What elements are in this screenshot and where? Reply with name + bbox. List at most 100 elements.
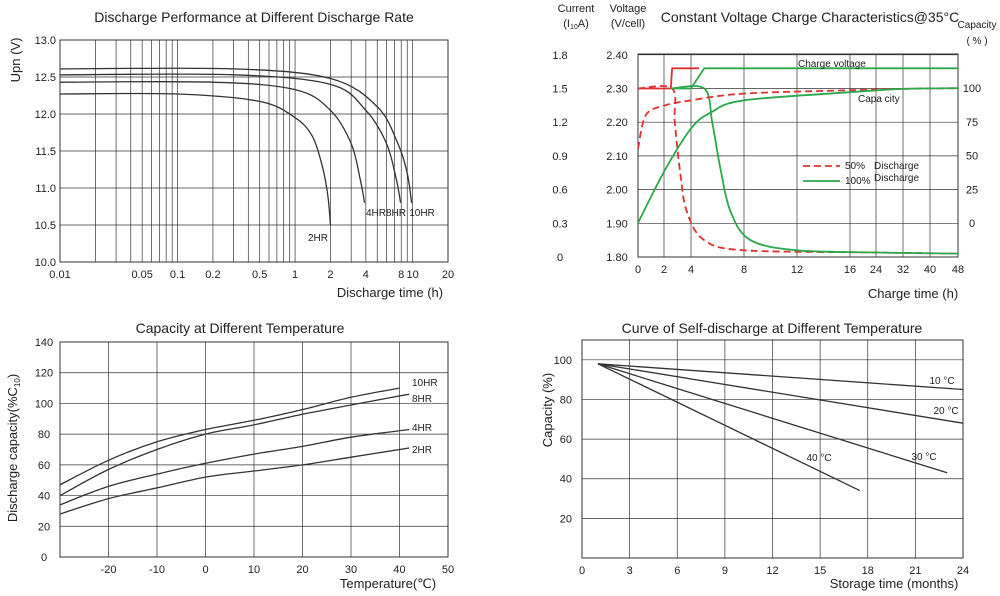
y-tick-label: 40 xyxy=(38,491,50,503)
current-tick-label: 1.5 xyxy=(552,84,567,96)
series-label: 2HR xyxy=(412,445,432,456)
voltage-tick-label: 2.20 xyxy=(606,117,627,129)
annotation-capacity: Capa city xyxy=(858,94,900,105)
y-tick-label: 10.5 xyxy=(35,220,56,232)
x-tick-label: 4 xyxy=(363,269,369,281)
series-line xyxy=(59,393,410,497)
y-axis-label-voltage-unit: (V/cell) xyxy=(611,18,645,30)
x-tick-label: 3 xyxy=(627,565,633,577)
voltage-tick-label: 2.40 xyxy=(606,50,627,62)
x-tick-label: 0.01 xyxy=(49,269,70,281)
x-tick-label: 32 xyxy=(897,264,909,276)
voltage-tick-label: 2.30 xyxy=(606,84,627,96)
y-tick-label: 10.0 xyxy=(35,257,56,269)
y-axis-label: Discharge capacity(%C10) xyxy=(5,374,22,522)
series-line xyxy=(59,73,402,203)
legend-label-100-discharge: Discharge xyxy=(874,173,919,184)
plot-frame xyxy=(581,339,964,559)
annotation-charge-voltage: Charge voltage xyxy=(798,59,866,70)
y-tick-label: 12.0 xyxy=(35,109,56,121)
x-tick-label: -10 xyxy=(149,564,165,576)
y-axis-label-capacity: Capacity xyxy=(958,20,997,31)
x-tick-label: 24 xyxy=(957,565,969,577)
x-tick-label: 30 xyxy=(345,564,357,576)
series-line xyxy=(597,363,861,492)
chart-title: Discharge Performance at Different Disch… xyxy=(94,9,414,25)
legend-label-50: 50% xyxy=(845,161,865,172)
x-tick-label: 21 xyxy=(909,565,921,577)
chart-title: Capacity at Different Temperature xyxy=(136,320,345,336)
series-label: 10 °C xyxy=(929,376,954,387)
y-tick-label: 12.5 xyxy=(35,72,56,84)
series-label: 10HR xyxy=(409,208,435,219)
x-tick-label: 20 xyxy=(296,564,308,576)
y-tick-label: 0 xyxy=(41,552,47,564)
x-tick-label: 16 xyxy=(844,264,856,276)
x-tick-label: 10 xyxy=(406,269,418,281)
current-tick-label: 1.2 xyxy=(552,117,567,129)
x-tick-label: 2 xyxy=(327,269,333,281)
y-tick-label: 11.0 xyxy=(35,183,56,195)
plot-frame xyxy=(637,53,959,258)
x-tick-label: 6 xyxy=(674,565,680,577)
current-tick-label: 0.6 xyxy=(552,185,567,197)
capacity-tick-label: 100 xyxy=(963,83,981,95)
x-tick-label: 8 xyxy=(398,269,404,281)
x-tick-label: 0 xyxy=(202,564,208,576)
x-tick-label: 50 xyxy=(442,564,454,576)
x-tick-label: 0.5 xyxy=(252,269,267,281)
x-tick-label: 48 xyxy=(952,264,964,276)
y-tick-label: 80 xyxy=(38,429,50,441)
y-tick-label: 80 xyxy=(560,394,572,406)
y-tick-label: 140 xyxy=(35,337,53,349)
voltage-tick-label: 1.90 xyxy=(606,218,627,230)
series-label: 8HR xyxy=(412,394,432,405)
voltage-tick-label: 2.10 xyxy=(606,151,627,163)
series-line xyxy=(59,428,410,506)
y-tick-label: 20 xyxy=(560,513,572,525)
legend-label-100: 100% xyxy=(845,176,871,187)
x-tick-label: 15 xyxy=(814,565,826,577)
series-label: 4HR xyxy=(412,423,432,434)
plot-frame xyxy=(59,39,449,263)
x-tick-label: 8 xyxy=(741,264,747,276)
x-tick-label: -20 xyxy=(101,564,117,576)
x-tick-label: 0.1 xyxy=(170,269,185,281)
x-axis-label: Storage time (months) xyxy=(830,576,959,591)
voltage-100-line xyxy=(670,67,958,90)
x-tick-label: 1 xyxy=(292,269,298,281)
x-tick-label: 24 xyxy=(870,264,882,276)
series-label: 20 °C xyxy=(933,406,958,417)
capacity-100-line xyxy=(637,87,959,224)
capacity-50-line xyxy=(637,87,959,150)
current-tick-label: 0 xyxy=(557,252,563,264)
series-line xyxy=(59,92,332,226)
voltage-tick-label: 1.80 xyxy=(606,252,627,264)
current-tick-label: 0.9 xyxy=(552,151,567,163)
y-tick-label: 20 xyxy=(38,521,50,533)
chart-title: Curve of Self-discharge at Different Tem… xyxy=(622,320,923,336)
series-line xyxy=(597,363,948,474)
x-tick-label: 18 xyxy=(862,565,874,577)
x-tick-label: 4 xyxy=(688,264,694,276)
series-label: 30 °C xyxy=(911,452,936,463)
y-axis-label-current-unit: (I10A) xyxy=(563,18,589,31)
y-axis-label: Capacity (%) xyxy=(540,373,555,447)
legend-label-50-discharge: Discharge xyxy=(874,161,919,172)
x-tick-label: 12 xyxy=(766,565,778,577)
x-tick-label: 0.2 xyxy=(205,269,220,281)
y-tick-label: 100 xyxy=(35,398,53,410)
y-axis-label-voltage: Voltage xyxy=(610,3,647,15)
y-tick-label: 60 xyxy=(560,434,572,446)
x-tick-label: 12 xyxy=(791,264,803,276)
plot-frame xyxy=(59,341,449,558)
x-tick-label: 40 xyxy=(924,264,936,276)
series-line xyxy=(59,67,413,203)
voltage-tick-label: 2.00 xyxy=(606,185,627,197)
series-line xyxy=(597,363,964,391)
series-line xyxy=(59,447,410,515)
current-tick-label: 0.3 xyxy=(552,218,567,230)
y-tick-label: 13.0 xyxy=(35,35,56,47)
series-label: 4HR xyxy=(366,208,386,219)
current-tick-label: 1.8 xyxy=(552,50,567,62)
